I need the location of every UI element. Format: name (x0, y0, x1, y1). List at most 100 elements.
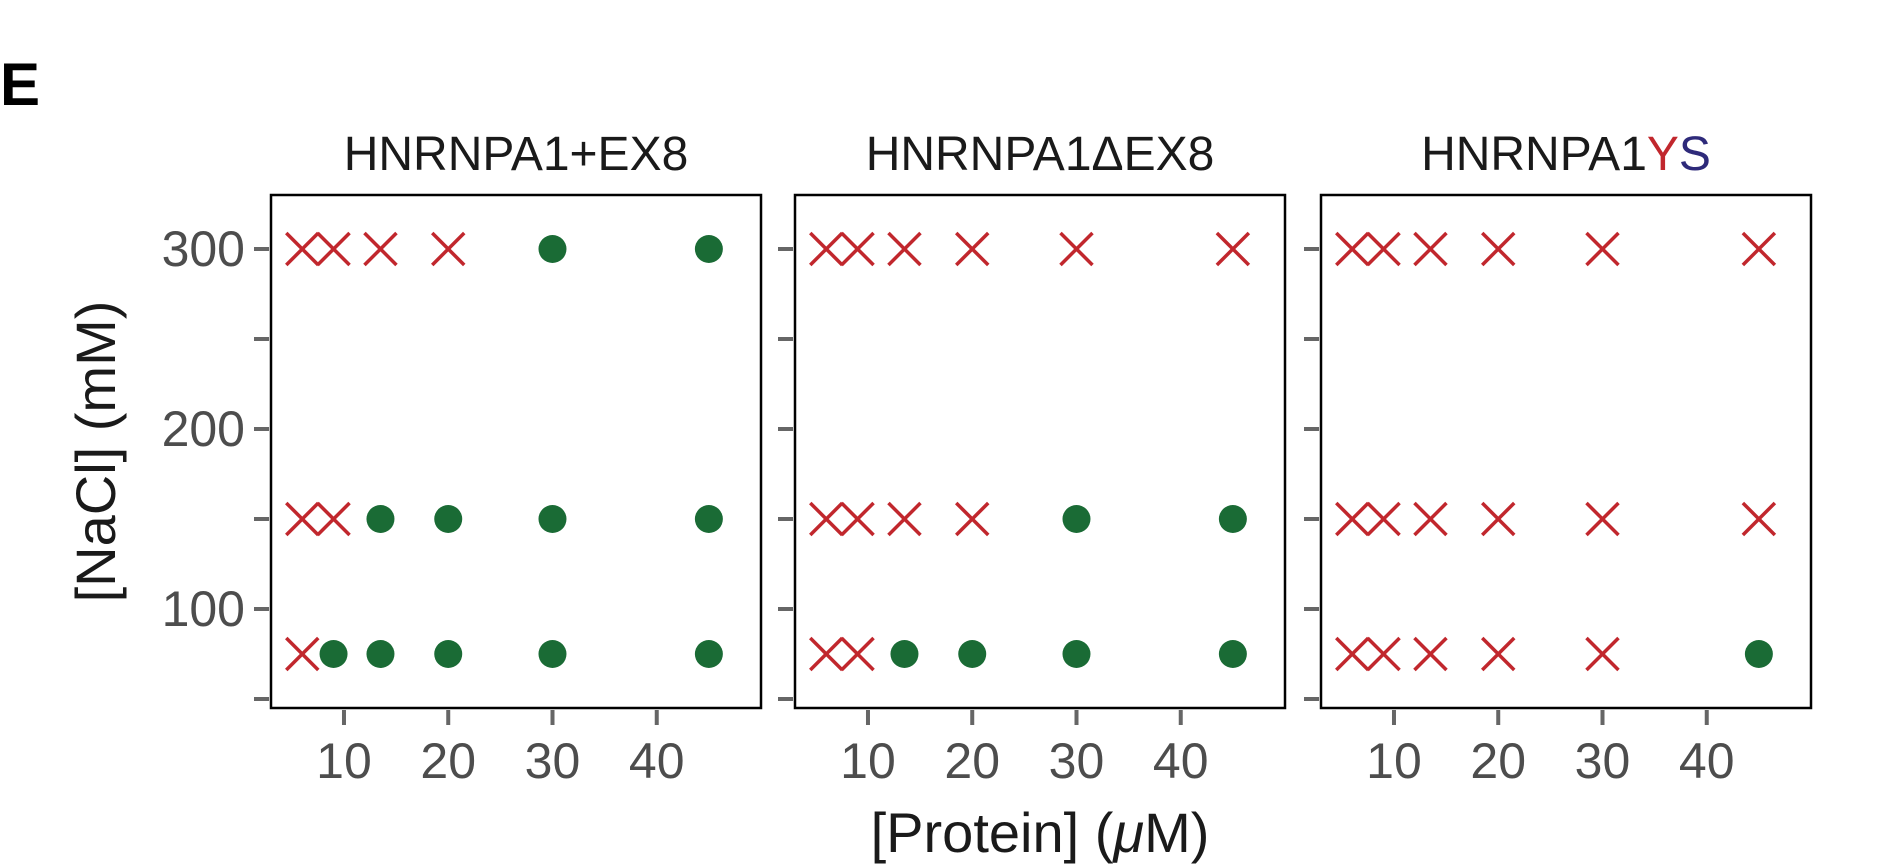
cross-stroke (840, 231, 875, 267)
x-tick-label: 30 (1575, 733, 1631, 789)
data-point-no-phase-separation (1480, 231, 1516, 267)
x-tick-label: 30 (1049, 733, 1105, 789)
data-point-no-phase-separation (809, 636, 844, 672)
cross-stroke (1480, 636, 1516, 672)
cross-stroke (1413, 636, 1448, 672)
x-tick-label: 20 (1470, 733, 1526, 789)
cross-stroke (887, 501, 922, 537)
cross-stroke (285, 501, 320, 537)
cross-stroke (316, 231, 351, 267)
data-point-no-phase-separation (285, 501, 320, 537)
x-tick-label: 40 (1153, 733, 1209, 789)
cross-stroke (1215, 231, 1251, 267)
panel-title-segment: HNRNPA1ΔEX8 (866, 128, 1215, 181)
data-point-phase-separated (1062, 640, 1091, 668)
data-point-no-phase-separation (1335, 501, 1370, 537)
cross-stroke (1335, 636, 1370, 672)
cross-stroke (1413, 501, 1448, 537)
data-point-no-phase-separation (430, 231, 466, 267)
cross-stroke (1480, 501, 1516, 537)
cross-stroke (1366, 231, 1401, 267)
panel-3: HNRNPA1YS 10 20 30 40 (1304, 128, 1813, 789)
data-point-no-phase-separation (363, 231, 398, 267)
panel-frame (793, 193, 1287, 710)
x-axis-title: [Protein] (μM) (871, 801, 1210, 864)
y-tick-label: 100 (162, 581, 245, 637)
data-point-phase-separated (538, 505, 567, 533)
data-point-no-phase-separation (887, 231, 922, 267)
cross-stroke (1585, 231, 1620, 267)
panel-2: HNRNPA1ΔEX8 10 20 30 40 (778, 128, 1287, 789)
cross-stroke (809, 636, 844, 672)
cross-stroke (285, 636, 320, 672)
data-point-no-phase-separation (1480, 501, 1516, 537)
cross-stroke (809, 231, 844, 267)
x-tick-label: 20 (420, 733, 476, 789)
cross-stroke (1585, 501, 1620, 537)
data-point-no-phase-separation (1413, 231, 1448, 267)
data-point-no-phase-separation (1413, 636, 1448, 672)
x-axis-title-pre: [Protein] ( (871, 801, 1114, 864)
cross-stroke (840, 501, 875, 537)
x-tick-label: 20 (944, 733, 1000, 789)
x-axis-title-unit: μ (1111, 801, 1144, 864)
panels-group: HNRNPA1+EX8 100 200 300 10 20 30 40 HNRNPA1ΔEX8 1… (162, 128, 1813, 789)
data-point-no-phase-separation (1335, 231, 1370, 267)
x-tick-label: 40 (629, 733, 685, 789)
data-point-phase-separated (694, 640, 723, 668)
data-point-phase-separated (1744, 640, 1773, 668)
data-point-no-phase-separation (1215, 231, 1251, 267)
data-point-phase-separated (434, 640, 463, 668)
data-point-phase-separated (890, 640, 919, 668)
data-point-phase-separated (1062, 505, 1091, 533)
data-point-phase-separated (1218, 505, 1247, 533)
panel-letter: E (0, 51, 40, 118)
cross-stroke (316, 501, 351, 537)
data-point-no-phase-separation (1335, 636, 1370, 672)
data-point-no-phase-separation (316, 501, 351, 537)
cross-stroke (1741, 231, 1777, 267)
data-point-phase-separated (694, 505, 723, 533)
cross-stroke (954, 501, 990, 537)
data-point-no-phase-separation (840, 501, 875, 537)
x-tick-label: 10 (316, 733, 372, 789)
panel-title: HNRNPA1+EX8 (344, 128, 689, 181)
x-axis-title-post: M) (1144, 801, 1209, 864)
data-point-no-phase-separation (887, 501, 922, 537)
data-point-no-phase-separation (809, 231, 844, 267)
data-point-no-phase-separation (1741, 501, 1777, 537)
cross-stroke (887, 231, 922, 267)
cross-stroke (1366, 636, 1401, 672)
data-point-no-phase-separation (1366, 231, 1401, 267)
data-point-phase-separated (1218, 640, 1247, 668)
cross-stroke (809, 501, 844, 537)
x-tick-label: 10 (1366, 733, 1422, 789)
cross-stroke (1335, 231, 1370, 267)
panel-frame (1319, 193, 1813, 710)
data-point-no-phase-separation (316, 231, 351, 267)
cross-stroke (363, 231, 398, 267)
x-tick-label: 40 (1679, 733, 1735, 789)
cross-stroke (285, 231, 320, 267)
cross-stroke (1335, 501, 1370, 537)
data-point-no-phase-separation (809, 501, 844, 537)
panel-1: HNRNPA1+EX8 100 200 300 10 20 30 40 (162, 128, 763, 789)
data-point-no-phase-separation (1480, 636, 1516, 672)
data-point-no-phase-separation (954, 231, 990, 267)
panel-title-segment: Y (1647, 128, 1679, 181)
data-point-no-phase-separation (840, 231, 875, 267)
y-tick-label: 200 (162, 401, 245, 457)
panel-title-segment: HNRNPA1 (1421, 128, 1647, 181)
cross-stroke (1741, 501, 1777, 537)
cross-stroke (1059, 231, 1094, 267)
data-point-no-phase-separation (1741, 231, 1777, 267)
data-point-phase-separated (366, 505, 395, 533)
data-point-phase-separated (434, 505, 463, 533)
data-point-no-phase-separation (1059, 231, 1094, 267)
panel-title-segment: HNRNPA1+EX8 (344, 128, 689, 181)
data-point-phase-separated (694, 235, 723, 263)
data-point-no-phase-separation (1413, 501, 1448, 537)
cross-stroke (1366, 501, 1401, 537)
y-axis-title: [NaCl] (mM) (64, 301, 127, 603)
